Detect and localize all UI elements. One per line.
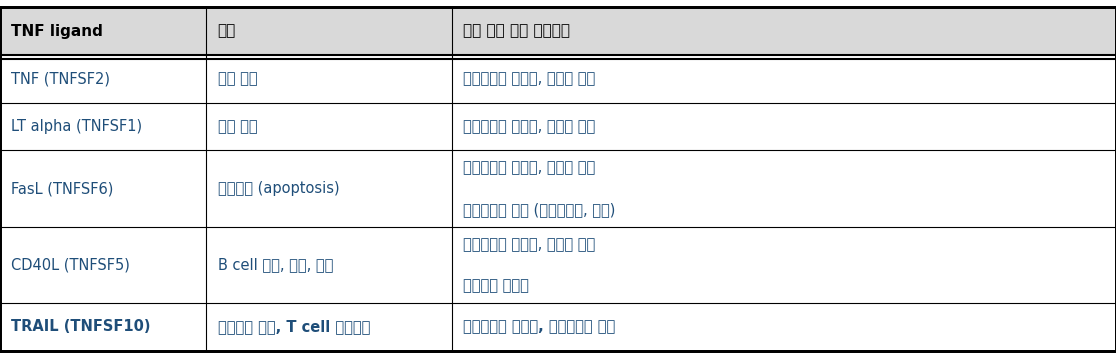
Text: 류마티스성 관절염, 염증성 장염: 류마티스성 관절염, 염증성 장염 bbox=[463, 237, 596, 252]
Text: 염증 유발: 염증 유발 bbox=[218, 119, 258, 134]
Text: TNF ligand: TNF ligand bbox=[11, 24, 103, 39]
Text: 기능: 기능 bbox=[218, 24, 235, 39]
Text: 종양세포 사멸, T cell 증식억제: 종양세포 사멸, T cell 증식억제 bbox=[218, 319, 371, 334]
Text: CD40L (TNFSF5): CD40L (TNFSF5) bbox=[11, 257, 131, 272]
Text: B cell 생존, 자극, 분화: B cell 생존, 자극, 분화 bbox=[218, 257, 333, 272]
Text: 류마티스성 관절염, 염증성 장염: 류마티스성 관절염, 염증성 장염 bbox=[463, 71, 596, 86]
Text: 자가면역성 질환 (갑상선질환, 간염): 자가면역성 질환 (갑상선질환, 간염) bbox=[463, 202, 616, 217]
Text: 관련 질환 또는 치료질환: 관련 질환 또는 치료질환 bbox=[463, 24, 570, 39]
Text: LT alpha (TNFSF1): LT alpha (TNFSF1) bbox=[11, 119, 142, 134]
Text: TRAIL (TNFSF10): TRAIL (TNFSF10) bbox=[11, 319, 151, 334]
Text: 류마티스성 관절염, 자가면역성 질환: 류마티스성 관절염, 자가면역성 질환 bbox=[463, 319, 615, 334]
Text: 자가소멸 (apoptosis): 자가소멸 (apoptosis) bbox=[218, 181, 339, 196]
Text: FasL (TNFSF6): FasL (TNFSF6) bbox=[11, 181, 114, 196]
Text: 류마티스성 관절염, 염증성 장염: 류마티스성 관절염, 염증성 장염 bbox=[463, 160, 596, 175]
Text: TNF (TNFSF2): TNF (TNFSF2) bbox=[11, 71, 110, 86]
Text: 자가면역 수막염: 자가면역 수막염 bbox=[463, 278, 529, 293]
Bar bbox=[0, 7, 1116, 55]
Text: 염증 유발: 염증 유발 bbox=[218, 71, 258, 86]
Text: 류마티스성 관절염, 염증성 장염: 류마티스성 관절염, 염증성 장염 bbox=[463, 119, 596, 134]
